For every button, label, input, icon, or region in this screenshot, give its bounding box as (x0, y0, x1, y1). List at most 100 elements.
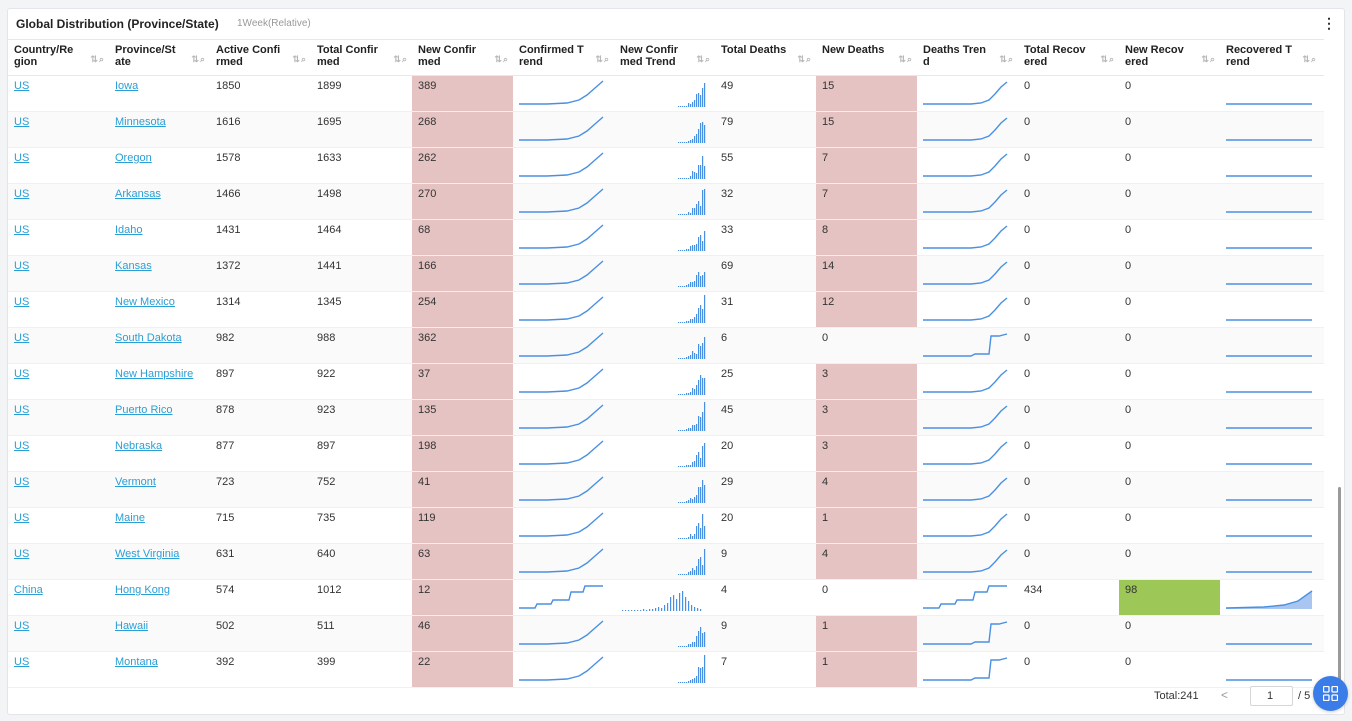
column-header[interactable]: Total Confir med ⇅⌕ (311, 40, 412, 76)
search-icon[interactable]: ⌕ (98, 54, 105, 64)
column-header[interactable]: Province/St ate ⇅⌕ (109, 40, 210, 76)
page-number-input[interactable] (1250, 686, 1293, 706)
province-link[interactable]: South Dakota (115, 332, 182, 344)
search-icon[interactable]: ⌕ (300, 54, 307, 64)
country-cell: China (8, 580, 109, 615)
deaths-trend-cell (917, 508, 1018, 543)
search-icon[interactable]: ⌕ (1007, 54, 1014, 64)
column-header[interactable]: Active Confi rmed ⇅⌕ (210, 40, 311, 76)
province-link[interactable]: Kansas (115, 260, 152, 272)
search-icon[interactable]: ⌕ (401, 54, 408, 64)
country-link[interactable]: US (14, 620, 30, 632)
sort-icon[interactable]: ⇅ (1100, 54, 1109, 64)
column-header[interactable]: New Deaths ⇅⌕ (816, 40, 917, 76)
country-link[interactable]: US (14, 332, 30, 344)
country-link[interactable]: US (14, 260, 30, 272)
country-link[interactable]: US (14, 512, 30, 524)
vertical-scrollbar[interactable] (1338, 487, 1341, 687)
grid-icon[interactable] (1313, 676, 1348, 711)
province-link[interactable]: Hong Kong (115, 584, 171, 596)
province-link[interactable]: Maine (115, 512, 145, 524)
country-link[interactable]: US (14, 296, 30, 308)
total-confirmed-value: 988 (317, 332, 336, 344)
column-header[interactable]: Country/Re gion ⇅⌕ (8, 40, 109, 76)
country-link[interactable]: US (14, 224, 30, 236)
country-cell: US (8, 544, 109, 579)
search-icon[interactable]: ⌕ (199, 54, 206, 64)
new-recovered-cell: 0 (1119, 112, 1220, 147)
province-link[interactable]: Hawaii (115, 620, 149, 632)
search-icon[interactable]: ⌕ (805, 54, 812, 64)
prev-page-button[interactable]: < (1221, 688, 1229, 702)
sort-icon[interactable]: ⇅ (797, 54, 806, 64)
country-link[interactable]: US (14, 188, 30, 200)
country-link[interactable]: US (14, 116, 30, 128)
sort-icon[interactable]: ⇅ (595, 54, 604, 64)
new-confirmed-value: 268 (418, 116, 437, 128)
total-recovered-value: 434 (1024, 584, 1043, 596)
column-header[interactable]: Total Recov ered ⇅⌕ (1018, 40, 1119, 76)
sort-icon[interactable]: ⇅ (191, 54, 200, 64)
sort-icon[interactable]: ⇅ (898, 54, 907, 64)
sort-icon[interactable]: ⇅ (1201, 54, 1210, 64)
country-link[interactable]: US (14, 404, 30, 416)
total-confirmed-cell: 988 (311, 328, 412, 363)
province-link[interactable]: Minnesota (115, 116, 166, 128)
province-link[interactable]: Oregon (115, 152, 152, 164)
search-icon[interactable]: ⌕ (906, 54, 913, 64)
province-link[interactable]: New Hampshire (115, 368, 194, 380)
province-link[interactable]: West Virginia (115, 548, 180, 560)
deaths-trend-cell (917, 256, 1018, 291)
province-link[interactable]: Arkansas (115, 188, 161, 200)
search-icon[interactable]: ⌕ (704, 54, 711, 64)
sort-icon[interactable]: ⇅ (696, 54, 705, 64)
province-link[interactable]: Nebraska (115, 440, 163, 452)
search-icon[interactable]: ⌕ (1209, 54, 1216, 64)
column-header[interactable]: New Confir med ⇅⌕ (412, 40, 513, 76)
country-link[interactable]: US (14, 152, 30, 164)
country-link[interactable]: US (14, 368, 30, 380)
search-icon[interactable]: ⌕ (502, 54, 509, 64)
recovered-trend-cell (1220, 472, 1321, 507)
province-link[interactable]: New Mexico (115, 296, 175, 308)
sort-icon[interactable]: ⇅ (1302, 54, 1311, 64)
sort-icon[interactable]: ⇅ (292, 54, 301, 64)
province-link[interactable]: Vermont (115, 476, 156, 488)
sort-icon[interactable]: ⇅ (494, 54, 503, 64)
column-header[interactable]: New Recov ered ⇅⌕ (1119, 40, 1220, 76)
column-header[interactable]: Deaths Tren d ⇅⌕ (917, 40, 1018, 76)
province-link[interactable]: Idaho (115, 224, 143, 236)
new-confirmed-cell: 166 (412, 256, 513, 291)
search-icon[interactable]: ⌕ (1108, 54, 1115, 64)
table-row: US Arkansas 1466 1498 270 32 7 0 0 (8, 184, 1324, 220)
province-cell: Vermont (109, 472, 210, 507)
country-cell: US (8, 436, 109, 471)
province-link[interactable]: Puerto Rico (115, 404, 173, 416)
new-confirmed-cell: 63 (412, 544, 513, 579)
new-confirmed-bars (678, 655, 706, 683)
country-link[interactable]: US (14, 80, 30, 92)
country-link[interactable]: US (14, 548, 30, 560)
sort-icon[interactable]: ⇅ (393, 54, 402, 64)
country-link[interactable]: US (14, 656, 30, 668)
total-deaths-cell: 69 (715, 256, 816, 291)
column-header[interactable]: Total Deaths ⇅⌕ (715, 40, 816, 76)
province-link[interactable]: Iowa (115, 80, 139, 92)
country-link[interactable]: China (14, 584, 43, 596)
trend-sparkline (923, 369, 1008, 393)
kebab-menu-icon[interactable]: ⋮ (1322, 15, 1336, 31)
column-header[interactable]: New Confir med Trend ⇅⌕ (614, 40, 715, 76)
new-deaths-value: 1 (822, 620, 829, 632)
column-header-label: Confirmed T (519, 44, 584, 56)
sort-icon[interactable]: ⇅ (999, 54, 1008, 64)
country-link[interactable]: US (14, 476, 30, 488)
new-confirmed-bars (678, 402, 706, 431)
sort-icon[interactable]: ⇅ (90, 54, 99, 64)
search-icon[interactable]: ⌕ (603, 54, 610, 64)
country-link[interactable]: US (14, 440, 30, 452)
search-icon[interactable]: ⌕ (1310, 54, 1317, 64)
province-link[interactable]: Montana (115, 656, 158, 668)
column-header-label: Total Confir (317, 44, 378, 56)
